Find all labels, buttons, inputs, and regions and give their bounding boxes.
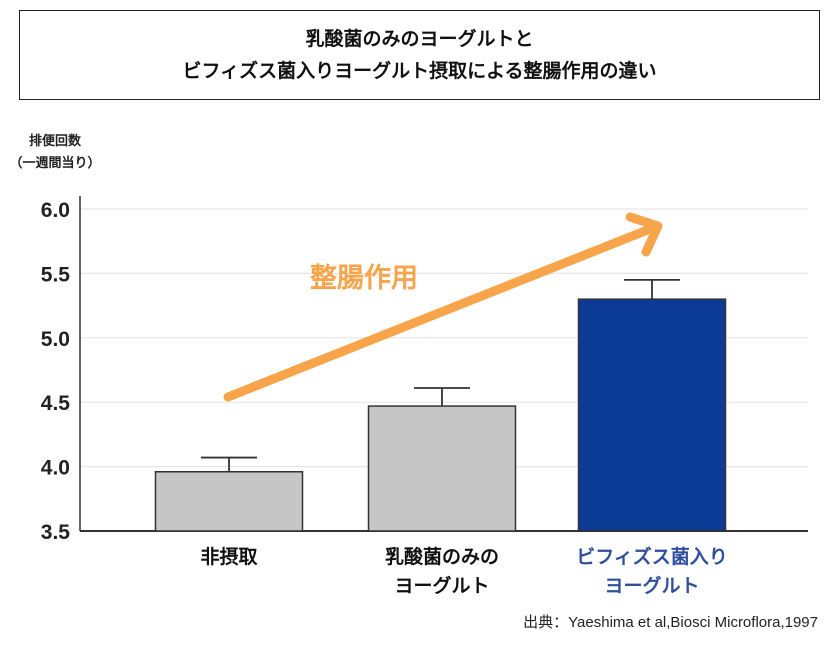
- y-tick-label: 4.0: [41, 457, 70, 480]
- y-axis-label-line-2: （一週間当り）: [9, 156, 101, 171]
- x-category-label: 乳酸菌のみの: [385, 545, 499, 568]
- y-tick-label: 4.5: [41, 392, 71, 415]
- chart-title-box: 乳酸菌のみのヨーグルトと ビフィズス菌入りヨーグルト摂取による整腸作用の違い: [19, 10, 820, 100]
- source-citation: 出典：Yaeshima et al,Biosci Microflora,1997: [523, 614, 818, 631]
- chart-title-line-2: ビフィズス菌入りヨーグルト摂取による整腸作用の違い: [182, 60, 657, 82]
- bar: [367, 405, 517, 532]
- bar: [154, 471, 304, 532]
- chart-title-line-1: 乳酸菌のみのヨーグルトと: [305, 28, 534, 50]
- y-tick-label: 5.5: [41, 263, 71, 286]
- y-tick-label: 5.0: [41, 328, 70, 351]
- x-category-label: ヨーグルト: [394, 574, 489, 597]
- y-axis-label-line-1: 排便回数: [28, 134, 81, 149]
- x-category-label: ビフィズス菌入り: [576, 545, 728, 568]
- trend-arrow-shaft: [223, 224, 655, 402]
- y-axis-label: 排便回数 （一週間当り）: [0, 131, 110, 175]
- annotation-label: 整腸作用: [310, 263, 418, 294]
- x-category-label: ヨーグルト: [604, 574, 699, 597]
- y-tick-label: 6.0: [41, 199, 70, 222]
- trend-arrow-head: [625, 212, 663, 257]
- y-tick-label: 3.5: [41, 521, 71, 544]
- bar: [577, 298, 727, 532]
- x-category-label: 非摂取: [200, 545, 257, 568]
